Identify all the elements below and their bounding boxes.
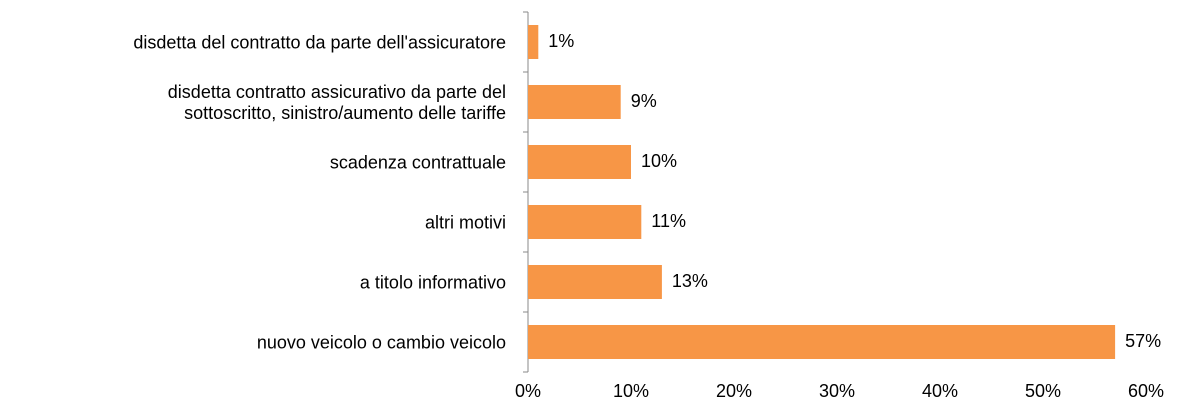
category-label: nuovo veicolo o cambio veicolo <box>256 332 506 353</box>
category-label: disdetta del contratto da parte dell'ass… <box>133 32 506 53</box>
category-label: scadenza contrattuale <box>329 152 506 173</box>
bar <box>528 25 539 59</box>
category-label: disdetta contratto assicurativo da parte… <box>167 82 506 123</box>
data-label: 9% <box>631 91 657 111</box>
category-label: altri motivi <box>424 212 506 233</box>
x-tick-label: 60% <box>1128 381 1164 401</box>
x-tick-label: 50% <box>1025 381 1061 401</box>
bar <box>528 145 631 179</box>
x-tick-label: 10% <box>613 381 649 401</box>
bar <box>528 205 642 239</box>
x-tick-label: 20% <box>716 381 752 401</box>
category-label: a titolo informativo <box>359 272 506 293</box>
x-tick-label: 0% <box>515 381 541 401</box>
data-label: 13% <box>672 271 708 291</box>
x-tick-label: 40% <box>922 381 958 401</box>
data-label: 57% <box>1125 331 1161 351</box>
bar <box>528 265 662 299</box>
x-tick-label: 30% <box>819 381 855 401</box>
data-label: 1% <box>548 31 574 51</box>
bar <box>528 325 1116 359</box>
bar <box>528 85 621 119</box>
data-label: 10% <box>641 151 677 171</box>
data-label: 11% <box>651 211 686 231</box>
